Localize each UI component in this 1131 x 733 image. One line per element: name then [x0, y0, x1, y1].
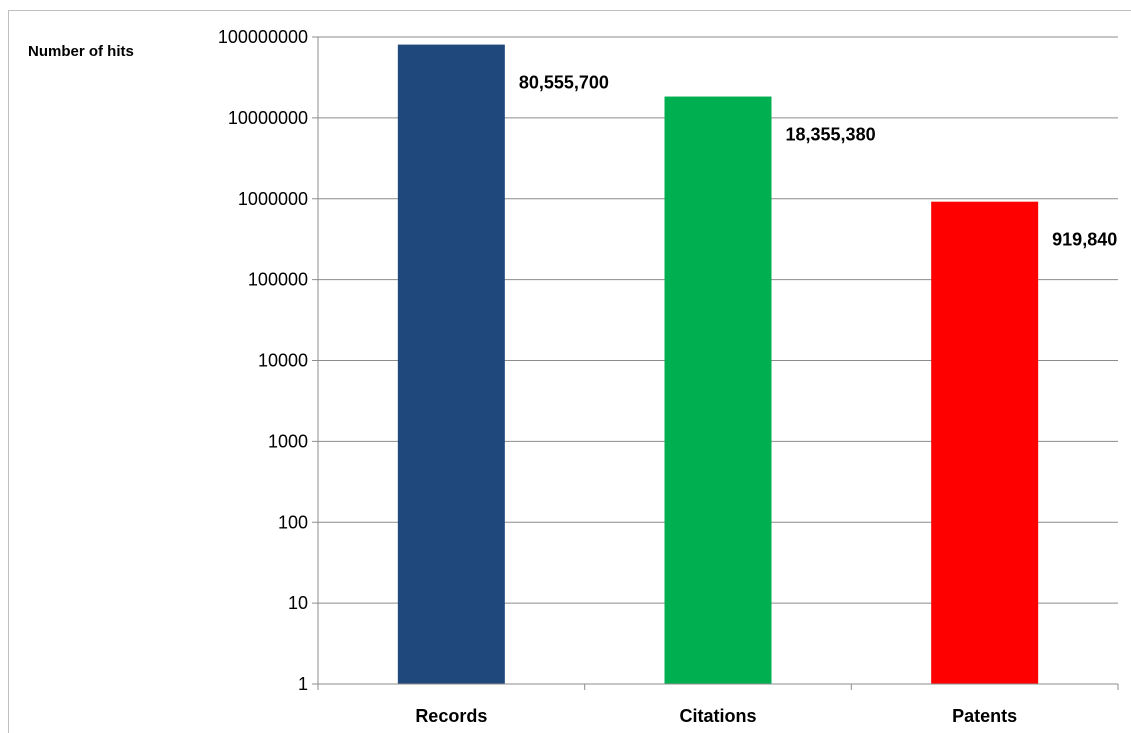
x-category-label: Patents [952, 706, 1017, 726]
x-category-label: Citations [679, 706, 756, 726]
y-tick-label: 10 [288, 593, 308, 613]
y-tick-label: 100 [278, 512, 308, 532]
y-tick-label: 100000 [248, 270, 308, 290]
data-label: 80,555,700 [519, 73, 609, 93]
x-category-label: Records [415, 706, 487, 726]
y-tick-label: 1000000 [238, 189, 308, 209]
bar-citations [664, 96, 772, 684]
chart-frame [8, 10, 1131, 733]
bars [397, 44, 1039, 685]
y-axis-label: Number of hits [28, 43, 134, 60]
data-label: 18,355,380 [786, 125, 876, 145]
labels: 1 10 100 1000 10000 100000 1000000 10000000 1000… [218, 27, 1117, 726]
bar-patents [931, 201, 1039, 685]
y-tick-label: 1000 [268, 431, 308, 451]
data-label: 919,840 [1052, 230, 1117, 250]
y-tick-label: 10000000 [228, 108, 308, 128]
axes [312, 36, 1119, 690]
bar-records [397, 44, 505, 684]
y-tick-label: 10000 [258, 351, 308, 371]
y-tick-label: 1 [298, 674, 308, 694]
y-tick-label: 100000000 [218, 27, 308, 47]
